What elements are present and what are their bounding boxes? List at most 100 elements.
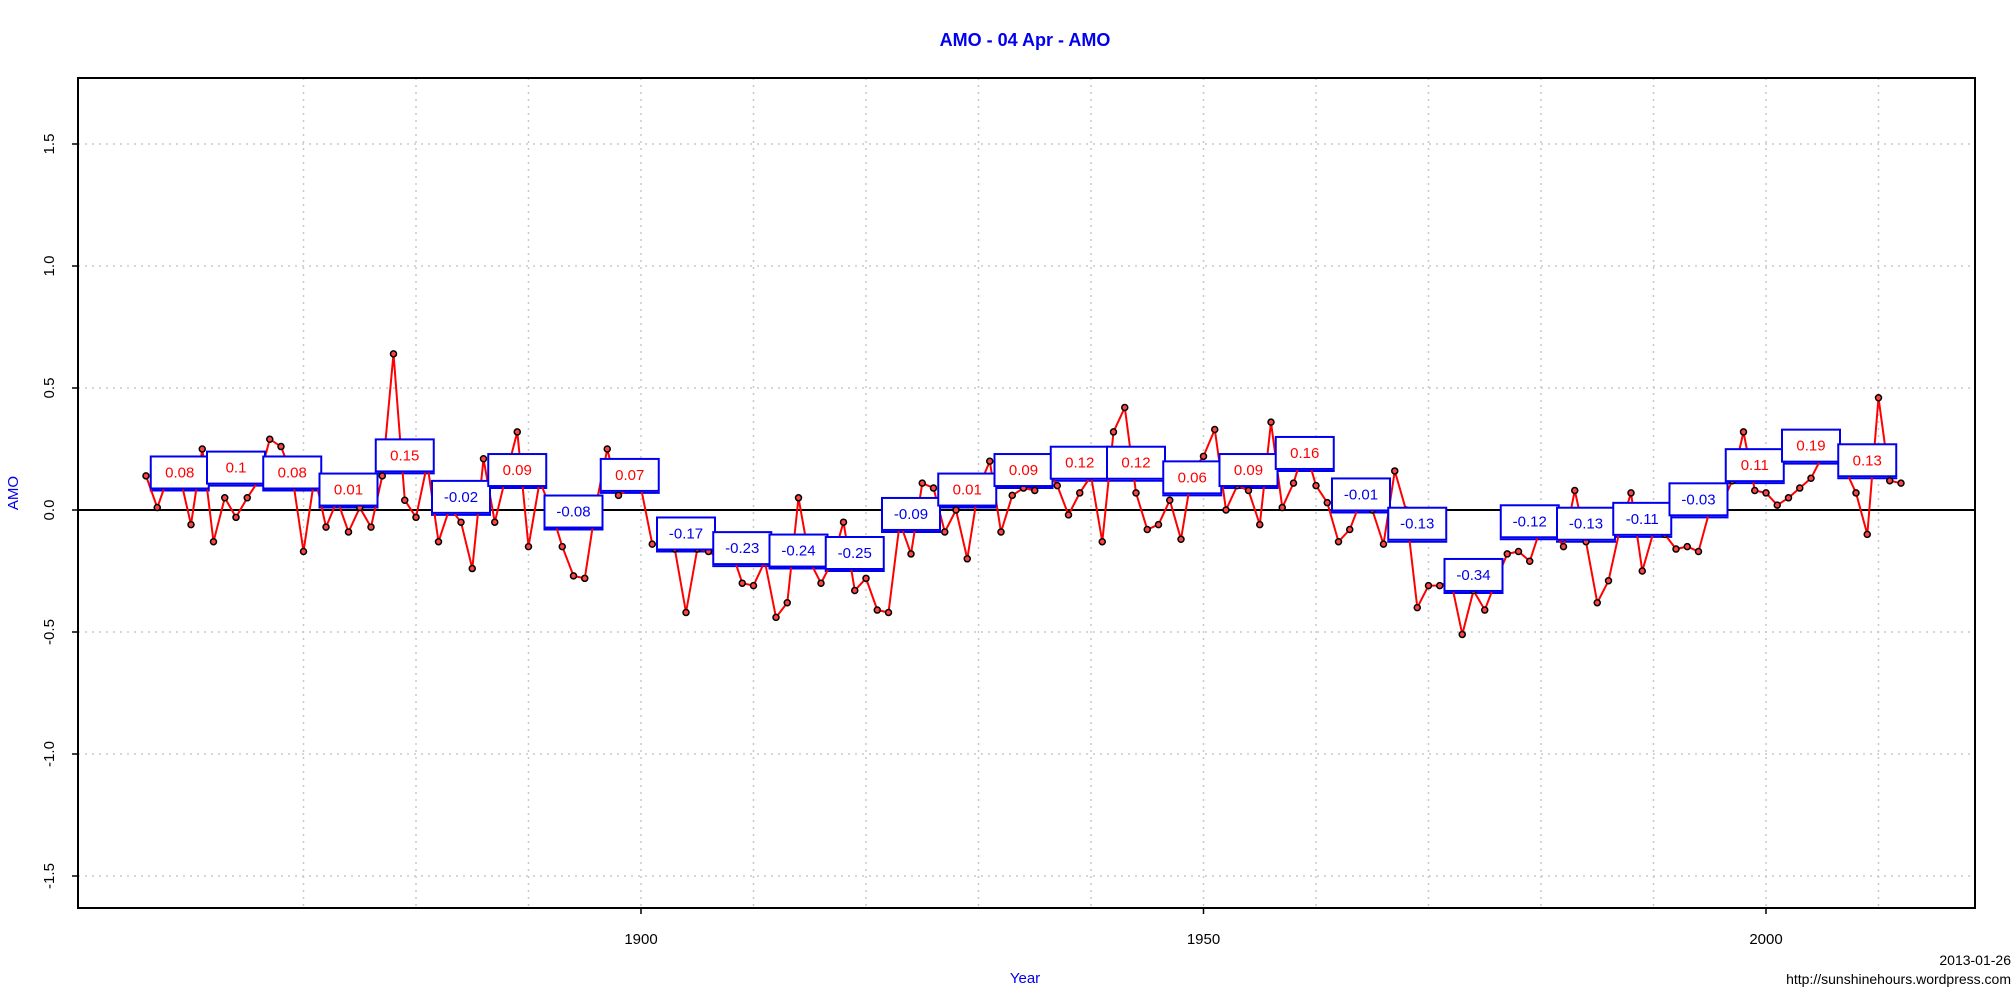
y-tick-label: 0.0: [41, 500, 58, 521]
decade-box-label: 0.1: [226, 460, 247, 477]
decade-box-label: 0.16: [1290, 445, 1319, 462]
amo-series-path: [145, 353, 1902, 635]
decade-box: [1331, 477, 1391, 512]
decade-box-label: -0.08: [556, 504, 590, 521]
y-axis: -1.5 -1.0 -0.5 0.0 0.5 1.0 1.5: [41, 134, 78, 889]
decade-box: [1781, 428, 1841, 463]
data-point: [1312, 481, 1320, 490]
data-point: [648, 540, 656, 548]
data-point: [929, 484, 938, 492]
decade-box: [487, 453, 548, 488]
data-point: [986, 457, 994, 465]
data-point: [142, 472, 150, 480]
decade-box: [712, 531, 773, 566]
data-point: [581, 574, 589, 583]
decade-box-label: 0.01: [334, 482, 363, 499]
data-point: [603, 445, 611, 453]
decade-box: [543, 494, 604, 529]
data-point: [839, 518, 848, 526]
data-point: [1751, 486, 1759, 495]
data-point: [1436, 581, 1444, 590]
x-tick-label: 1950: [1187, 931, 1220, 948]
data-point: [1897, 479, 1905, 487]
data-point: [153, 503, 161, 512]
data-point: [1278, 503, 1286, 512]
data-point: [378, 472, 386, 480]
data-point: [209, 537, 218, 546]
data-point: [1244, 486, 1253, 495]
data-point: [1289, 479, 1298, 487]
decade-box: [374, 438, 435, 473]
decade-box-label: 0.09: [1009, 462, 1038, 479]
data-point: [221, 494, 229, 502]
decade-box: [318, 472, 379, 507]
decade-box-label: 0.08: [278, 464, 307, 481]
decade-box: [1837, 443, 1898, 478]
data-point: [1199, 452, 1208, 461]
data-point: [299, 547, 308, 556]
data-point: [1166, 496, 1174, 504]
chart-title: AMO - 04 Apr - AMO: [940, 30, 1111, 50]
decade-box-label: 0.19: [1796, 438, 1825, 455]
data-point: [952, 506, 960, 514]
decade-box-label: 0.15: [390, 447, 419, 464]
data-point: [1346, 525, 1354, 534]
data-point: [1211, 425, 1219, 434]
data-point: [1098, 537, 1106, 546]
y-tick-label: 1.5: [41, 134, 58, 155]
x-axis-label: Year: [1010, 970, 1040, 987]
series-line: [145, 353, 1902, 635]
data-point: [884, 608, 893, 617]
data-point: [513, 428, 521, 436]
data-point: [1739, 428, 1748, 436]
x-tick-label: 2000: [1749, 931, 1782, 948]
data-point: [1627, 489, 1635, 497]
data-point: [187, 520, 195, 529]
data-point: [1503, 550, 1511, 558]
data-point: [1267, 418, 1275, 426]
decade-box-label: 0.13: [1853, 452, 1882, 469]
data-point: [1863, 530, 1871, 539]
footer-url: http://sunshinehours.wordpress.com: [1786, 971, 2011, 987]
data-point: [1571, 486, 1579, 495]
data-point: [907, 550, 915, 558]
decade-box-label: -0.09: [894, 506, 928, 523]
data-point: [1683, 542, 1691, 551]
data-point: [434, 537, 443, 546]
data-point: [783, 598, 791, 607]
data-point: [1064, 511, 1073, 519]
decade-box-label: 0.01: [953, 482, 982, 499]
data-point: [1143, 525, 1151, 534]
data-point: [1177, 535, 1185, 544]
data-point: [873, 606, 881, 614]
decade-box: [1274, 435, 1335, 470]
decade-box-label: 0.08: [165, 464, 194, 481]
data-point: [963, 555, 971, 563]
data-point: [749, 581, 758, 590]
data-point: [1413, 603, 1421, 612]
decade-box: [937, 472, 998, 507]
decade-box: [881, 496, 941, 531]
data-point: [1796, 484, 1804, 492]
decade-box: [206, 450, 266, 485]
data-point: [614, 491, 623, 500]
data-point: [862, 574, 870, 583]
x-axis: 1900 1950 2000: [624, 908, 1783, 948]
decade-box: [1612, 501, 1673, 536]
decade-box-label: -0.23: [725, 540, 759, 557]
data-point: [772, 613, 780, 622]
data-point: [1852, 489, 1860, 497]
data-point: [266, 435, 274, 443]
decade-box-label: -0.34: [1456, 567, 1490, 584]
decade-box: [656, 516, 716, 551]
data-point: [1379, 540, 1388, 548]
decade-box-label: 0.06: [1178, 469, 1207, 486]
data-point: [997, 528, 1005, 536]
data-point: [1514, 547, 1523, 556]
data-point: [457, 518, 465, 526]
decade-box-label: -0.02: [444, 489, 478, 506]
data-point: [479, 455, 488, 463]
data-point: [817, 579, 825, 587]
